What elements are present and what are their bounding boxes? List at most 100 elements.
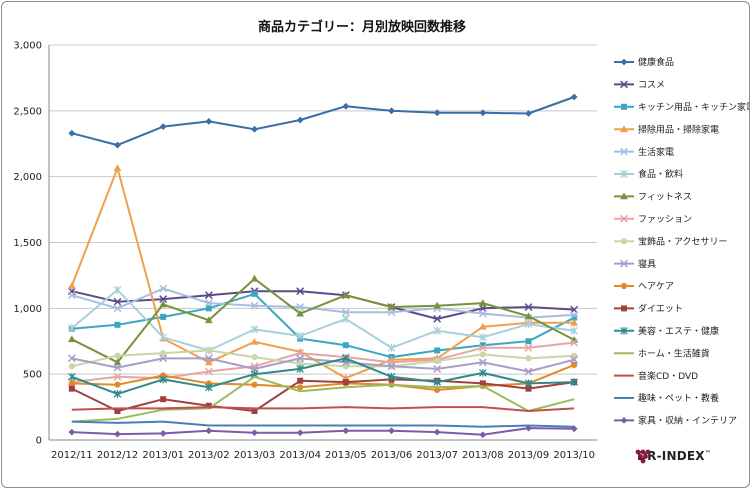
data-point bbox=[620, 417, 628, 424]
series-16 bbox=[71, 420, 575, 428]
x-tick-label: 2013/03 bbox=[234, 450, 276, 461]
data-point bbox=[479, 431, 487, 439]
data-point bbox=[570, 378, 579, 386]
data-point bbox=[478, 333, 487, 342]
series-line bbox=[71, 378, 575, 412]
legend-item: ファッション bbox=[614, 214, 692, 225]
x-tick-label: 2013/06 bbox=[371, 450, 413, 461]
data-point bbox=[68, 385, 75, 392]
legend-label: 掃除用品・掃除家電 bbox=[638, 123, 719, 135]
data-point bbox=[204, 367, 213, 376]
data-point bbox=[620, 326, 628, 335]
series-line bbox=[71, 357, 575, 373]
data-point bbox=[114, 430, 121, 438]
data-point bbox=[478, 343, 487, 352]
data-point bbox=[297, 360, 304, 367]
data-point bbox=[296, 309, 305, 317]
data-point bbox=[620, 125, 628, 133]
data-point bbox=[296, 116, 304, 124]
data-point bbox=[525, 424, 532, 432]
data-point bbox=[478, 322, 487, 330]
data-point bbox=[251, 408, 258, 415]
data-point bbox=[620, 282, 628, 290]
legend-label: ヘアケア bbox=[638, 281, 674, 292]
data-point bbox=[524, 320, 533, 329]
data-point bbox=[204, 299, 213, 307]
data-point bbox=[160, 313, 167, 320]
data-point bbox=[341, 308, 350, 317]
data-point bbox=[114, 321, 121, 328]
data-point bbox=[113, 372, 122, 381]
legend-label: 家具・収納・インテリア bbox=[638, 415, 737, 427]
x-tick-label: 2013/08 bbox=[462, 450, 504, 461]
data-point bbox=[434, 386, 441, 394]
data-point bbox=[159, 430, 167, 437]
chart-title: 商品カテゴリー：月別放映回数推移 bbox=[258, 19, 466, 35]
data-point bbox=[113, 304, 122, 313]
data-point bbox=[160, 350, 167, 357]
data-point bbox=[296, 354, 305, 363]
data-point bbox=[525, 338, 532, 345]
data-point bbox=[250, 325, 259, 334]
data-point bbox=[621, 305, 627, 312]
data-point bbox=[524, 367, 533, 376]
data-point bbox=[433, 326, 442, 335]
data-point bbox=[68, 363, 75, 370]
data-point bbox=[113, 363, 122, 372]
data-point bbox=[204, 383, 213, 392]
legend-label: 音楽CD・DVD bbox=[638, 370, 698, 382]
data-point bbox=[387, 303, 396, 310]
legend-label: キッチン用品・キッチン家電 bbox=[638, 101, 749, 113]
data-point bbox=[296, 332, 305, 340]
x-tick-label: 2013/01 bbox=[142, 450, 184, 461]
y-tick-label: 2,000 bbox=[13, 172, 42, 183]
series-line bbox=[71, 420, 575, 428]
data-point bbox=[342, 427, 350, 435]
data-point bbox=[433, 378, 442, 386]
data-point bbox=[67, 291, 76, 300]
series-line bbox=[71, 427, 575, 436]
legend-item: ヘアケア bbox=[614, 281, 674, 292]
data-point bbox=[159, 295, 168, 304]
data-point bbox=[205, 117, 213, 125]
data-point bbox=[114, 408, 121, 415]
x-tick-label: 2013/10 bbox=[553, 450, 595, 461]
legend-item: キッチン用品・キッチン家電 bbox=[614, 101, 749, 113]
data-point bbox=[387, 343, 396, 352]
data-point bbox=[159, 354, 168, 363]
legend-label: フィットネス bbox=[638, 192, 692, 203]
data-point bbox=[68, 380, 75, 387]
data-point bbox=[159, 300, 168, 308]
data-point bbox=[113, 390, 122, 398]
data-point bbox=[524, 379, 533, 388]
data-point bbox=[433, 364, 442, 373]
data-point bbox=[67, 354, 76, 363]
data-point bbox=[68, 428, 76, 436]
data-point bbox=[620, 170, 628, 178]
data-point bbox=[113, 164, 122, 172]
y-tick-label: 1,000 bbox=[13, 304, 42, 315]
data-point bbox=[525, 110, 532, 117]
data-point bbox=[341, 314, 350, 323]
data-point bbox=[621, 103, 627, 110]
data-point bbox=[571, 314, 578, 321]
brand-logo: DR-INDEX™ bbox=[633, 447, 711, 465]
series-10 bbox=[67, 354, 579, 376]
series-line bbox=[71, 375, 575, 423]
data-point bbox=[296, 365, 305, 373]
data-point bbox=[204, 354, 213, 363]
data-point bbox=[620, 58, 628, 66]
series-line bbox=[71, 357, 575, 395]
data-point bbox=[434, 357, 441, 365]
legend-label: 生活家電 bbox=[638, 146, 674, 158]
data-point bbox=[620, 259, 628, 268]
data-point bbox=[159, 333, 168, 342]
data-point bbox=[387, 308, 396, 317]
legend-item: 生活家電 bbox=[614, 146, 674, 158]
legend-item: ダイエット bbox=[614, 303, 683, 315]
data-point bbox=[204, 316, 213, 324]
data-point bbox=[113, 358, 122, 366]
data-point bbox=[620, 192, 628, 200]
data-point bbox=[524, 343, 533, 352]
data-point bbox=[620, 238, 628, 245]
